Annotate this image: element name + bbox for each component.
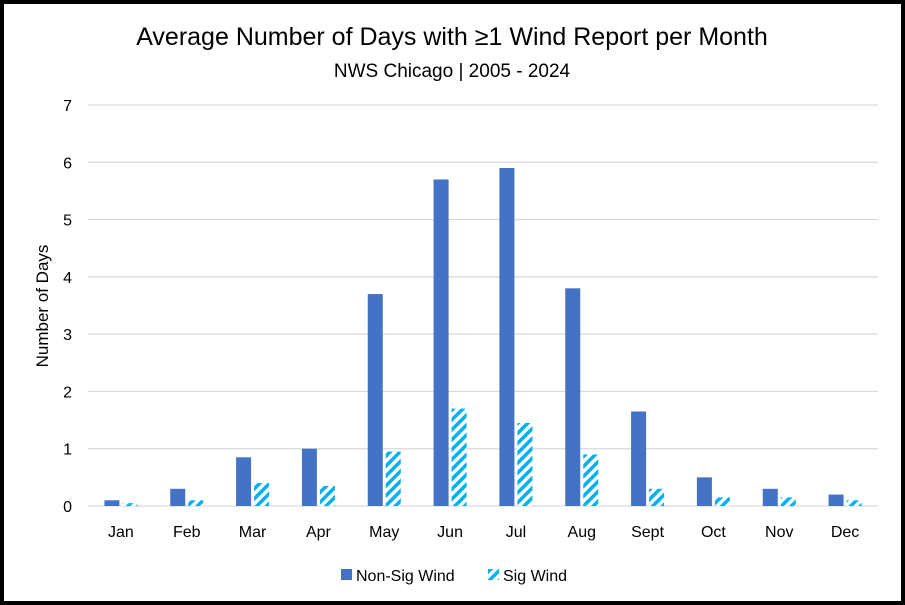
- chart-svg: Average Number of Days with ≥1 Wind Repo…: [33, 23, 878, 585]
- bar-non-sig-apr: [301, 448, 317, 506]
- x-tick-label: Jul: [506, 524, 526, 541]
- x-tick-label: Jun: [437, 524, 463, 541]
- x-axis-ticks: Jan Feb Mar Apr May Jun Jul Aug Sept Oct Nov Dec: [108, 524, 859, 541]
- bar-sig-jun: [451, 408, 467, 506]
- y-tick-label: 4: [63, 270, 72, 287]
- bar-non-sig-nov: [762, 488, 778, 506]
- chart-title: Average Number of Days with ≥1 Wind Repo…: [136, 23, 768, 51]
- bar-non-sig-jun: [433, 179, 449, 506]
- y-axis-label: Number of Days: [33, 245, 52, 368]
- bar-non-sig-aug: [565, 288, 581, 506]
- bar-sig-dec: [846, 500, 862, 506]
- y-tick-label: 7: [63, 98, 72, 115]
- x-tick-label: Oct: [701, 524, 726, 541]
- gridlines: [88, 104, 878, 507]
- bar-sig-jan: [122, 503, 138, 506]
- bars: [104, 168, 862, 506]
- legend-label-sig: Sig Wind: [503, 568, 567, 585]
- y-tick-label: 5: [63, 213, 72, 230]
- x-tick-label: Nov: [765, 524, 793, 541]
- x-tick-label: Aug: [568, 524, 596, 541]
- bar-non-sig-sept: [631, 411, 647, 506]
- legend-swatch-non-sig: [341, 569, 352, 580]
- y-tick-label: 2: [63, 384, 72, 401]
- bar-sig-mar: [254, 483, 270, 506]
- x-tick-label: Feb: [173, 524, 201, 541]
- legend-swatch-sig: [488, 569, 499, 580]
- x-tick-label: Mar: [239, 524, 267, 541]
- bar-sig-nov: [780, 497, 796, 506]
- bar-non-sig-jul: [499, 168, 515, 506]
- x-tick-label: May: [369, 524, 399, 541]
- chart-subtitle: NWS Chicago | 2005 - 2024: [334, 61, 571, 82]
- x-tick-label: Jan: [108, 524, 134, 541]
- bar-sig-aug: [583, 454, 599, 506]
- y-axis-ticks: 0 1 2 3 4 5 6 7: [63, 98, 72, 516]
- bar-sig-oct: [714, 497, 730, 506]
- y-tick-label: 6: [63, 155, 72, 172]
- bar-non-sig-oct: [696, 477, 712, 506]
- x-tick-label: Apr: [306, 524, 332, 541]
- bar-sig-apr: [319, 485, 335, 506]
- x-tick-label: Sept: [631, 524, 664, 541]
- x-tick-label: Dec: [831, 524, 859, 541]
- bar-sig-jul: [517, 422, 533, 506]
- legend-label-non-sig: Non-Sig Wind: [356, 568, 455, 585]
- bar-non-sig-jan: [104, 500, 120, 506]
- bar-non-sig-may: [367, 294, 383, 506]
- legend: Non-Sig Wind Sig Wind: [341, 568, 567, 585]
- bar-non-sig-feb: [170, 488, 186, 506]
- y-tick-label: 0: [63, 499, 72, 516]
- bar-sig-sept: [649, 488, 665, 506]
- y-tick-label: 1: [63, 442, 72, 459]
- y-tick-label: 3: [63, 327, 72, 344]
- bar-sig-feb: [188, 500, 204, 506]
- bar-sig-may: [385, 451, 401, 506]
- bar-non-sig-dec: [828, 494, 844, 506]
- bar-non-sig-mar: [236, 457, 252, 506]
